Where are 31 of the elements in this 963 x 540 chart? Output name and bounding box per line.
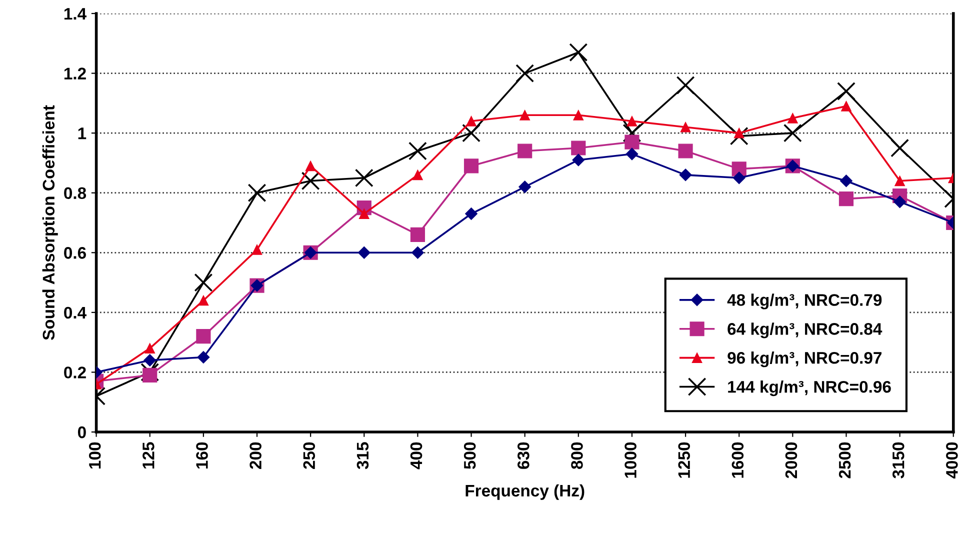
x-axis-title: Frequency (Hz): [466, 484, 584, 500]
y-tick-label: 0.6: [64, 247, 86, 259]
x-tick-label: 1000: [624, 442, 636, 478]
x-tick-label: 800: [571, 442, 583, 469]
legend-label: 96 kg/m³, NRC=0.97: [728, 352, 882, 368]
y-tick-label: 0.8: [64, 187, 86, 200]
x-tick-label: 2000: [785, 442, 798, 478]
y-axis-title: Sound Absorption Coefficient: [42, 105, 58, 340]
x-tick-label: 250: [303, 442, 316, 469]
x-tick-label: 3150: [892, 442, 904, 478]
x-tick-label: 4000: [946, 442, 958, 479]
x-tick-label: 1250: [678, 442, 690, 478]
x-tick-label: 2500: [838, 442, 851, 478]
legend-label: 64 kg/m³, NRC=0.84: [728, 322, 882, 338]
x-tick-label: 630: [518, 442, 530, 469]
x-tick-label: 160: [196, 442, 208, 468]
legend-label: 48 kg/m³, NRC=0.79: [727, 294, 882, 310]
x-tick-label: 500: [464, 442, 476, 470]
y-tick-label: 1.2: [64, 68, 86, 80]
y-tick-label: 1.4: [64, 8, 86, 20]
x-tick-label: 400: [410, 442, 422, 470]
x-tick-label: 1600: [732, 442, 744, 478]
legend-label: 144 kg/m³, NRC=0.96: [728, 380, 891, 396]
x-tick-label: 100: [88, 442, 101, 468]
x-tick-label: 125: [142, 442, 154, 468]
y-tick-label: 1: [78, 128, 86, 140]
y-tick-label: 0: [78, 426, 86, 438]
x-tick-label: 200: [250, 442, 262, 469]
x-tick-label: 315: [356, 442, 369, 470]
y-tick-label: 0.2: [64, 366, 86, 378]
y-tick-label: 0.4: [64, 306, 86, 319]
